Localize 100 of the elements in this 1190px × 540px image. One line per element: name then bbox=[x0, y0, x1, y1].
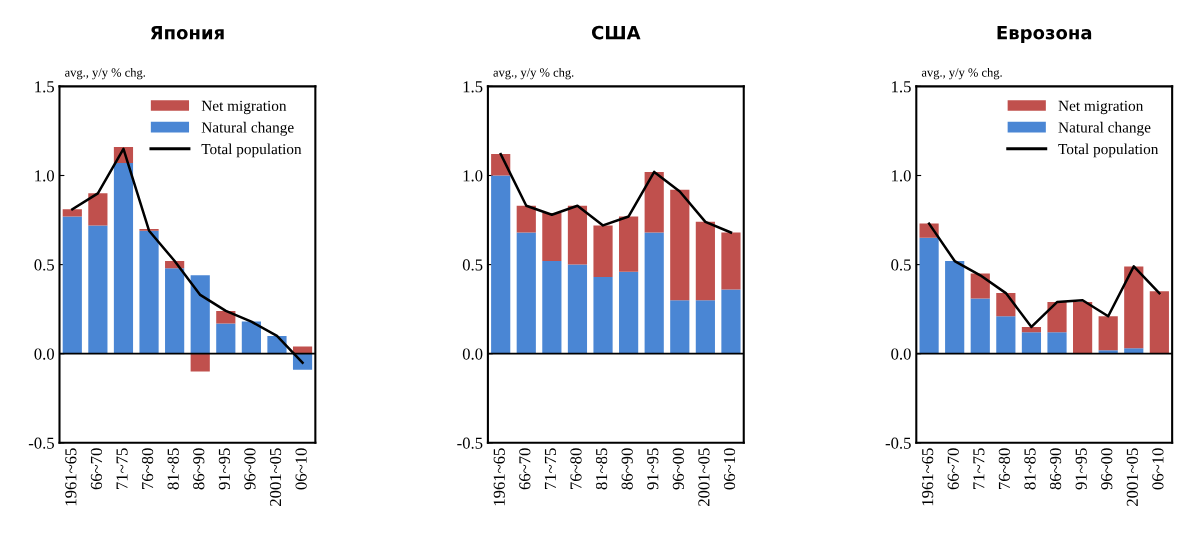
y-tick-label: 1.0 bbox=[463, 170, 483, 182]
bar bbox=[1047, 302, 1067, 333]
bar bbox=[619, 271, 639, 354]
x-tick-label: 81~85 bbox=[1024, 448, 1036, 490]
x-tick-label: 2001~05 bbox=[1126, 448, 1138, 506]
legend-label: Natural change bbox=[201, 121, 294, 136]
legend-label: Total population bbox=[1058, 143, 1159, 158]
x-tick-label: 81~85 bbox=[595, 448, 608, 490]
y-tick-label: 0.0 bbox=[462, 348, 483, 360]
x-tick-label: 2001~05 bbox=[269, 448, 282, 506]
y-tick-label: 1.5 bbox=[892, 81, 911, 93]
line-series bbox=[499, 152, 733, 234]
bar bbox=[1021, 332, 1042, 354]
bar bbox=[670, 189, 690, 301]
x-tick-label: 86~90 bbox=[621, 448, 633, 490]
x-tick-label: 96~00 bbox=[1101, 448, 1113, 490]
x-tick-label: 71~75 bbox=[973, 448, 985, 489]
x-tick-label: 71~75 bbox=[544, 448, 557, 489]
x-tick-label: 2001~05 bbox=[698, 448, 710, 506]
x-tick-label: 66~70 bbox=[947, 448, 959, 490]
legend-label: Net migration bbox=[201, 100, 287, 115]
bar bbox=[216, 323, 236, 354]
bar bbox=[721, 289, 741, 354]
y-axis-title: avg., y/y % chg. bbox=[921, 67, 1002, 80]
x-tick-label: 06~10 bbox=[723, 448, 736, 490]
x-tick-label: 96~00 bbox=[244, 448, 256, 490]
x-tick-label: 76~80 bbox=[141, 448, 154, 489]
y-tick-label: -0.5 bbox=[28, 437, 54, 449]
bar bbox=[542, 212, 562, 262]
bar bbox=[241, 321, 261, 354]
bar bbox=[644, 171, 664, 233]
y-tick-label: -0.5 bbox=[457, 437, 483, 449]
bar bbox=[567, 205, 588, 265]
x-tick-label: 1961~65 bbox=[493, 448, 505, 506]
x-tick-label: 76~80 bbox=[570, 448, 582, 489]
bar bbox=[919, 237, 939, 354]
x-tick-label: 76~80 bbox=[998, 448, 1011, 489]
y-axis-title: avg., y/y % chg. bbox=[493, 67, 574, 80]
bar bbox=[721, 232, 741, 290]
bar bbox=[62, 209, 82, 217]
x-tick-label: 1961~65 bbox=[922, 448, 934, 506]
bar bbox=[1098, 316, 1118, 351]
bar bbox=[165, 268, 185, 354]
x-tick-label: 06~10 bbox=[1152, 448, 1164, 490]
bar bbox=[644, 232, 664, 354]
bar bbox=[139, 230, 159, 354]
y-tick-label: 1.5 bbox=[463, 81, 483, 93]
y-tick-label: 0.0 bbox=[34, 348, 54, 360]
bar bbox=[190, 353, 210, 372]
bar bbox=[516, 205, 536, 233]
legend-label: Natural change bbox=[1058, 121, 1151, 136]
x-tick-label: 71~75 bbox=[116, 448, 128, 489]
bar bbox=[1073, 302, 1093, 354]
y-tick-label: 0.5 bbox=[34, 259, 54, 271]
y-tick-label: 0.5 bbox=[891, 259, 911, 271]
bar bbox=[88, 225, 108, 354]
y-tick-label: 0.0 bbox=[891, 348, 911, 360]
x-tick-label: 66~70 bbox=[519, 448, 531, 490]
bar bbox=[996, 316, 1016, 354]
bar bbox=[1124, 266, 1144, 349]
x-tick-label: 96~00 bbox=[672, 448, 684, 490]
bar bbox=[695, 221, 715, 301]
bar bbox=[491, 175, 511, 354]
x-tick-label: 91~95 bbox=[1075, 448, 1087, 490]
x-tick-label: 86~90 bbox=[193, 448, 205, 490]
bar bbox=[567, 264, 588, 354]
bar bbox=[970, 298, 990, 354]
x-tick-label: 06~10 bbox=[295, 448, 307, 490]
legend-label: Total population bbox=[201, 143, 302, 158]
x-tick-label: 91~95 bbox=[647, 448, 659, 490]
x-tick-label: 81~85 bbox=[167, 448, 179, 490]
y-tick-label: -0.5 bbox=[885, 437, 911, 449]
y-axis-title: avg., y/y % chg. bbox=[65, 67, 146, 80]
bar bbox=[516, 232, 536, 354]
line-series bbox=[927, 222, 1161, 329]
x-tick-label: 86~90 bbox=[1049, 448, 1062, 490]
bar bbox=[593, 225, 613, 278]
y-tick-label: 1.5 bbox=[35, 81, 54, 93]
x-tick-label: 1961~65 bbox=[65, 448, 77, 506]
chart-title: Еврозона bbox=[997, 26, 1092, 43]
bar bbox=[695, 300, 715, 354]
x-tick-label: 91~95 bbox=[218, 448, 230, 490]
bar bbox=[113, 163, 134, 354]
bar bbox=[88, 193, 108, 226]
bar bbox=[619, 216, 639, 272]
bar bbox=[542, 261, 562, 354]
bar bbox=[1047, 332, 1067, 354]
bar bbox=[593, 277, 613, 354]
y-tick-label: 1.0 bbox=[35, 170, 54, 182]
y-tick-label: 0.5 bbox=[462, 259, 483, 271]
x-tick-label: 66~70 bbox=[90, 448, 103, 490]
bar bbox=[190, 275, 210, 354]
chart-title: США bbox=[591, 25, 641, 40]
bar bbox=[670, 300, 690, 354]
bar bbox=[1149, 291, 1169, 354]
y-tick-label: 1.0 bbox=[892, 170, 911, 182]
bar bbox=[945, 261, 965, 354]
legend-label: Net migration bbox=[1058, 100, 1144, 115]
chart-title: Япония bbox=[150, 26, 224, 40]
bar bbox=[62, 216, 82, 354]
